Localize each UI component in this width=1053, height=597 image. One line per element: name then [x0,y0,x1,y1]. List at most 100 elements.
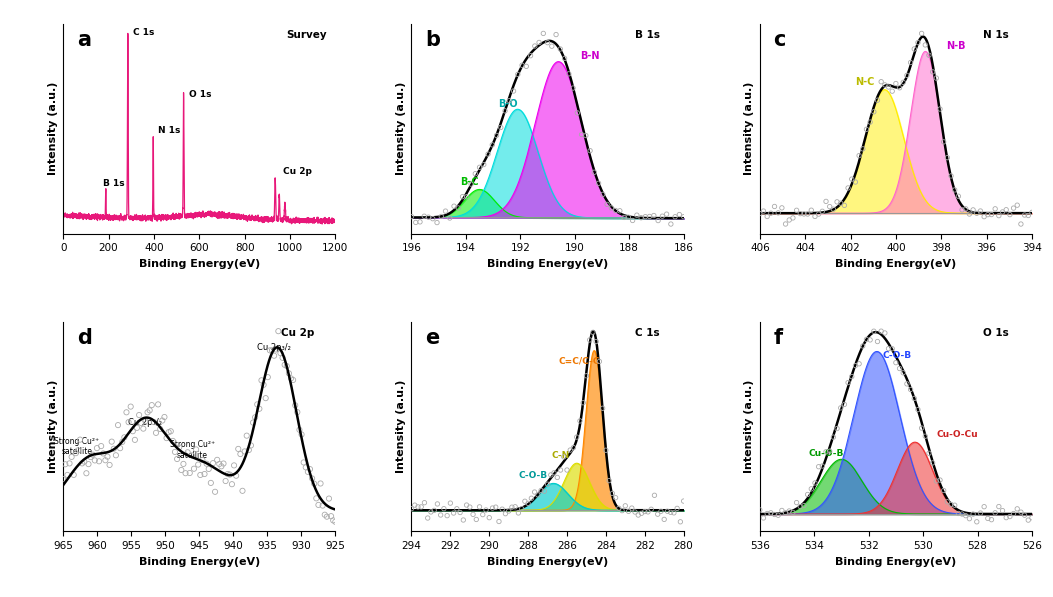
Point [299,467,316,476]
Y-axis label: Intensity (a.u.): Intensity (a.u.) [47,82,58,176]
Point [110,420,126,430]
Y-axis label: Intensity (a.u.): Intensity (a.u.) [744,82,754,176]
Point [139,408,156,417]
Point [832,403,849,413]
Point [969,208,986,218]
Point [177,469,194,478]
Point [880,82,897,92]
Point [301,464,318,474]
Point [293,430,310,439]
Point [847,361,863,370]
Point [55,475,72,484]
Point [501,96,518,106]
Point [520,498,537,508]
Point [516,497,533,506]
Point [291,425,307,435]
Point [954,205,971,214]
Point [97,456,114,465]
Point [876,328,893,338]
Point [479,149,496,159]
Point [774,506,791,515]
Point [251,404,267,414]
Point [591,356,608,366]
Point [513,504,530,513]
Point [565,443,582,453]
Point [957,511,974,521]
Point [569,108,585,118]
Point [257,393,274,403]
Point [462,179,479,189]
Point [762,208,779,218]
Point [225,461,242,470]
Point [925,67,941,76]
Point [767,510,783,519]
Point [143,401,160,410]
Point [539,479,556,489]
Point [976,212,993,221]
Point [917,40,934,50]
Point [116,433,133,442]
Point [150,399,166,409]
Point [647,491,663,500]
Point [278,361,295,371]
Point [639,507,656,516]
Point [935,137,952,147]
Point [493,123,510,133]
Point [147,428,164,438]
Point [653,506,670,516]
Text: a: a [77,30,91,50]
Point [575,398,592,408]
Point [272,349,289,358]
Point [925,458,941,467]
Point [821,447,838,456]
Text: B-N: B-N [580,51,600,61]
Text: Strong Cu²⁺
satellite: Strong Cu²⁺ satellite [170,441,215,460]
Point [312,479,329,488]
Point [752,209,769,219]
Point [961,514,978,524]
Point [569,432,585,442]
Point [641,212,658,221]
Point [1009,201,1026,210]
Point [530,490,547,500]
Point [76,457,93,466]
Point [506,502,523,512]
Point [429,218,445,227]
Point [873,327,890,336]
Point [484,503,501,513]
Point [854,341,871,351]
Point [240,445,257,455]
Point [217,476,234,486]
Point [792,501,809,511]
Text: C-O-B: C-O-B [518,471,548,480]
Point [843,372,860,381]
Point [597,445,614,455]
Point [57,460,74,469]
Point [656,515,673,524]
Point [164,436,181,446]
Point [137,416,154,426]
Point [204,458,221,468]
Point [898,70,915,80]
Point [221,470,238,479]
Point [935,486,952,496]
Point [942,500,959,509]
Point [560,69,577,79]
Text: b: b [425,30,440,50]
Point [403,504,420,513]
Point [500,506,517,516]
Point [286,401,303,410]
Point [642,504,659,514]
Point [211,459,227,469]
Point [883,87,900,96]
Point [322,512,339,521]
Point [788,498,804,507]
Point [307,494,324,503]
Point [282,374,299,383]
Point [556,54,573,63]
Point [141,405,158,415]
Point [994,207,1011,217]
Point [1016,210,1033,220]
Point [318,512,335,521]
Point [171,442,187,452]
